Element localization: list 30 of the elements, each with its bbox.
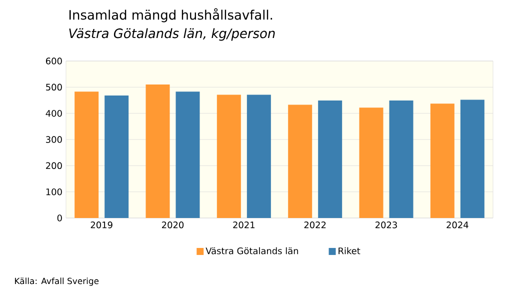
bar [216,94,241,218]
chart-title: Insamlad mängd hushållsavfall. [69,8,272,22]
x-tick-label: 2022 [304,222,326,228]
x-tick-label: 2020 [162,222,184,228]
bar [389,100,414,218]
y-tick-label: 300 [46,136,62,143]
y-tick-label: 500 [46,84,62,91]
y-tick-label: 0 [57,214,62,222]
x-tick-label: 2023 [376,222,397,228]
y-tick-label: 200 [46,162,62,170]
bar [176,92,200,218]
bar [430,104,454,218]
bar [318,100,342,218]
y-tick-label: 600 [46,58,62,64]
x-tick-label: 2019 [90,222,112,228]
x-tick-label: 2021 [233,222,254,228]
bar [146,84,170,218]
legend-label: Västra Götalands län [206,247,298,254]
bar [288,104,312,218]
bar [246,94,271,218]
chart-subtitle: Västra Götalands län, kg/person [69,28,275,41]
bar [460,100,484,218]
y-tick-label: 400 [46,110,62,117]
bar [359,108,384,218]
bar [74,92,99,218]
y-tick-label: 100 [46,188,62,196]
text: Källa: Avfall Sverige [15,278,99,286]
bar [104,96,129,218]
x-tick-label: 2024 [446,222,468,228]
legend-label: Riket [338,247,360,254]
